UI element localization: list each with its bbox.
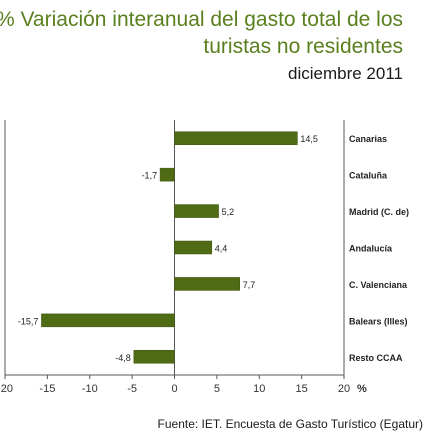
x-tick-label: 20 bbox=[338, 383, 350, 395]
chart-title-block: % Variación interanual del gasto total d… bbox=[0, 6, 403, 86]
data-label: -4,8 bbox=[115, 353, 131, 363]
category-label: Canarias bbox=[349, 134, 387, 144]
bar bbox=[41, 313, 175, 328]
bar bbox=[174, 131, 298, 145]
category-label: Cataluña bbox=[349, 171, 388, 181]
x-tick-label: 10 bbox=[253, 383, 265, 395]
x-tick-label: 15 bbox=[296, 383, 308, 395]
x-tick-label: 0 bbox=[171, 383, 177, 395]
data-label: 5,2 bbox=[222, 207, 235, 217]
x-tick-label: -5 bbox=[127, 383, 137, 395]
chart-title-line-1: % Variación interanual del gasto total d… bbox=[0, 8, 403, 31]
bar bbox=[174, 277, 241, 291]
bar bbox=[174, 240, 213, 255]
source-note: Fuente: IET. Encuesta de Gasto Turístico… bbox=[157, 417, 423, 431]
x-tick-label: -10 bbox=[82, 383, 98, 395]
data-label: -1,7 bbox=[142, 171, 158, 181]
category-label: C. Valenciana bbox=[349, 280, 408, 290]
bar bbox=[174, 204, 219, 218]
x-tick-label: 5 bbox=[214, 383, 220, 395]
bar bbox=[133, 350, 175, 364]
data-label: 4,4 bbox=[215, 244, 228, 254]
data-label: 7,7 bbox=[243, 280, 256, 290]
category-label: Madrid (C. de) bbox=[349, 207, 409, 217]
category-label: Balears (Illes) bbox=[349, 316, 408, 326]
x-unit-label: % bbox=[357, 383, 367, 395]
category-label: Andalucía bbox=[349, 244, 393, 254]
bar bbox=[159, 167, 175, 182]
chart-title-line-2: turistas no residentes bbox=[203, 35, 403, 58]
x-tick-label: -15 bbox=[39, 383, 55, 395]
category-label: Resto CCAA bbox=[349, 353, 403, 363]
data-label: 14,5 bbox=[300, 134, 318, 144]
data-label: -15,7 bbox=[18, 316, 39, 326]
chart-subtitle: diciembre 2011 bbox=[288, 64, 403, 83]
x-tick-label: -20 bbox=[0, 383, 13, 395]
